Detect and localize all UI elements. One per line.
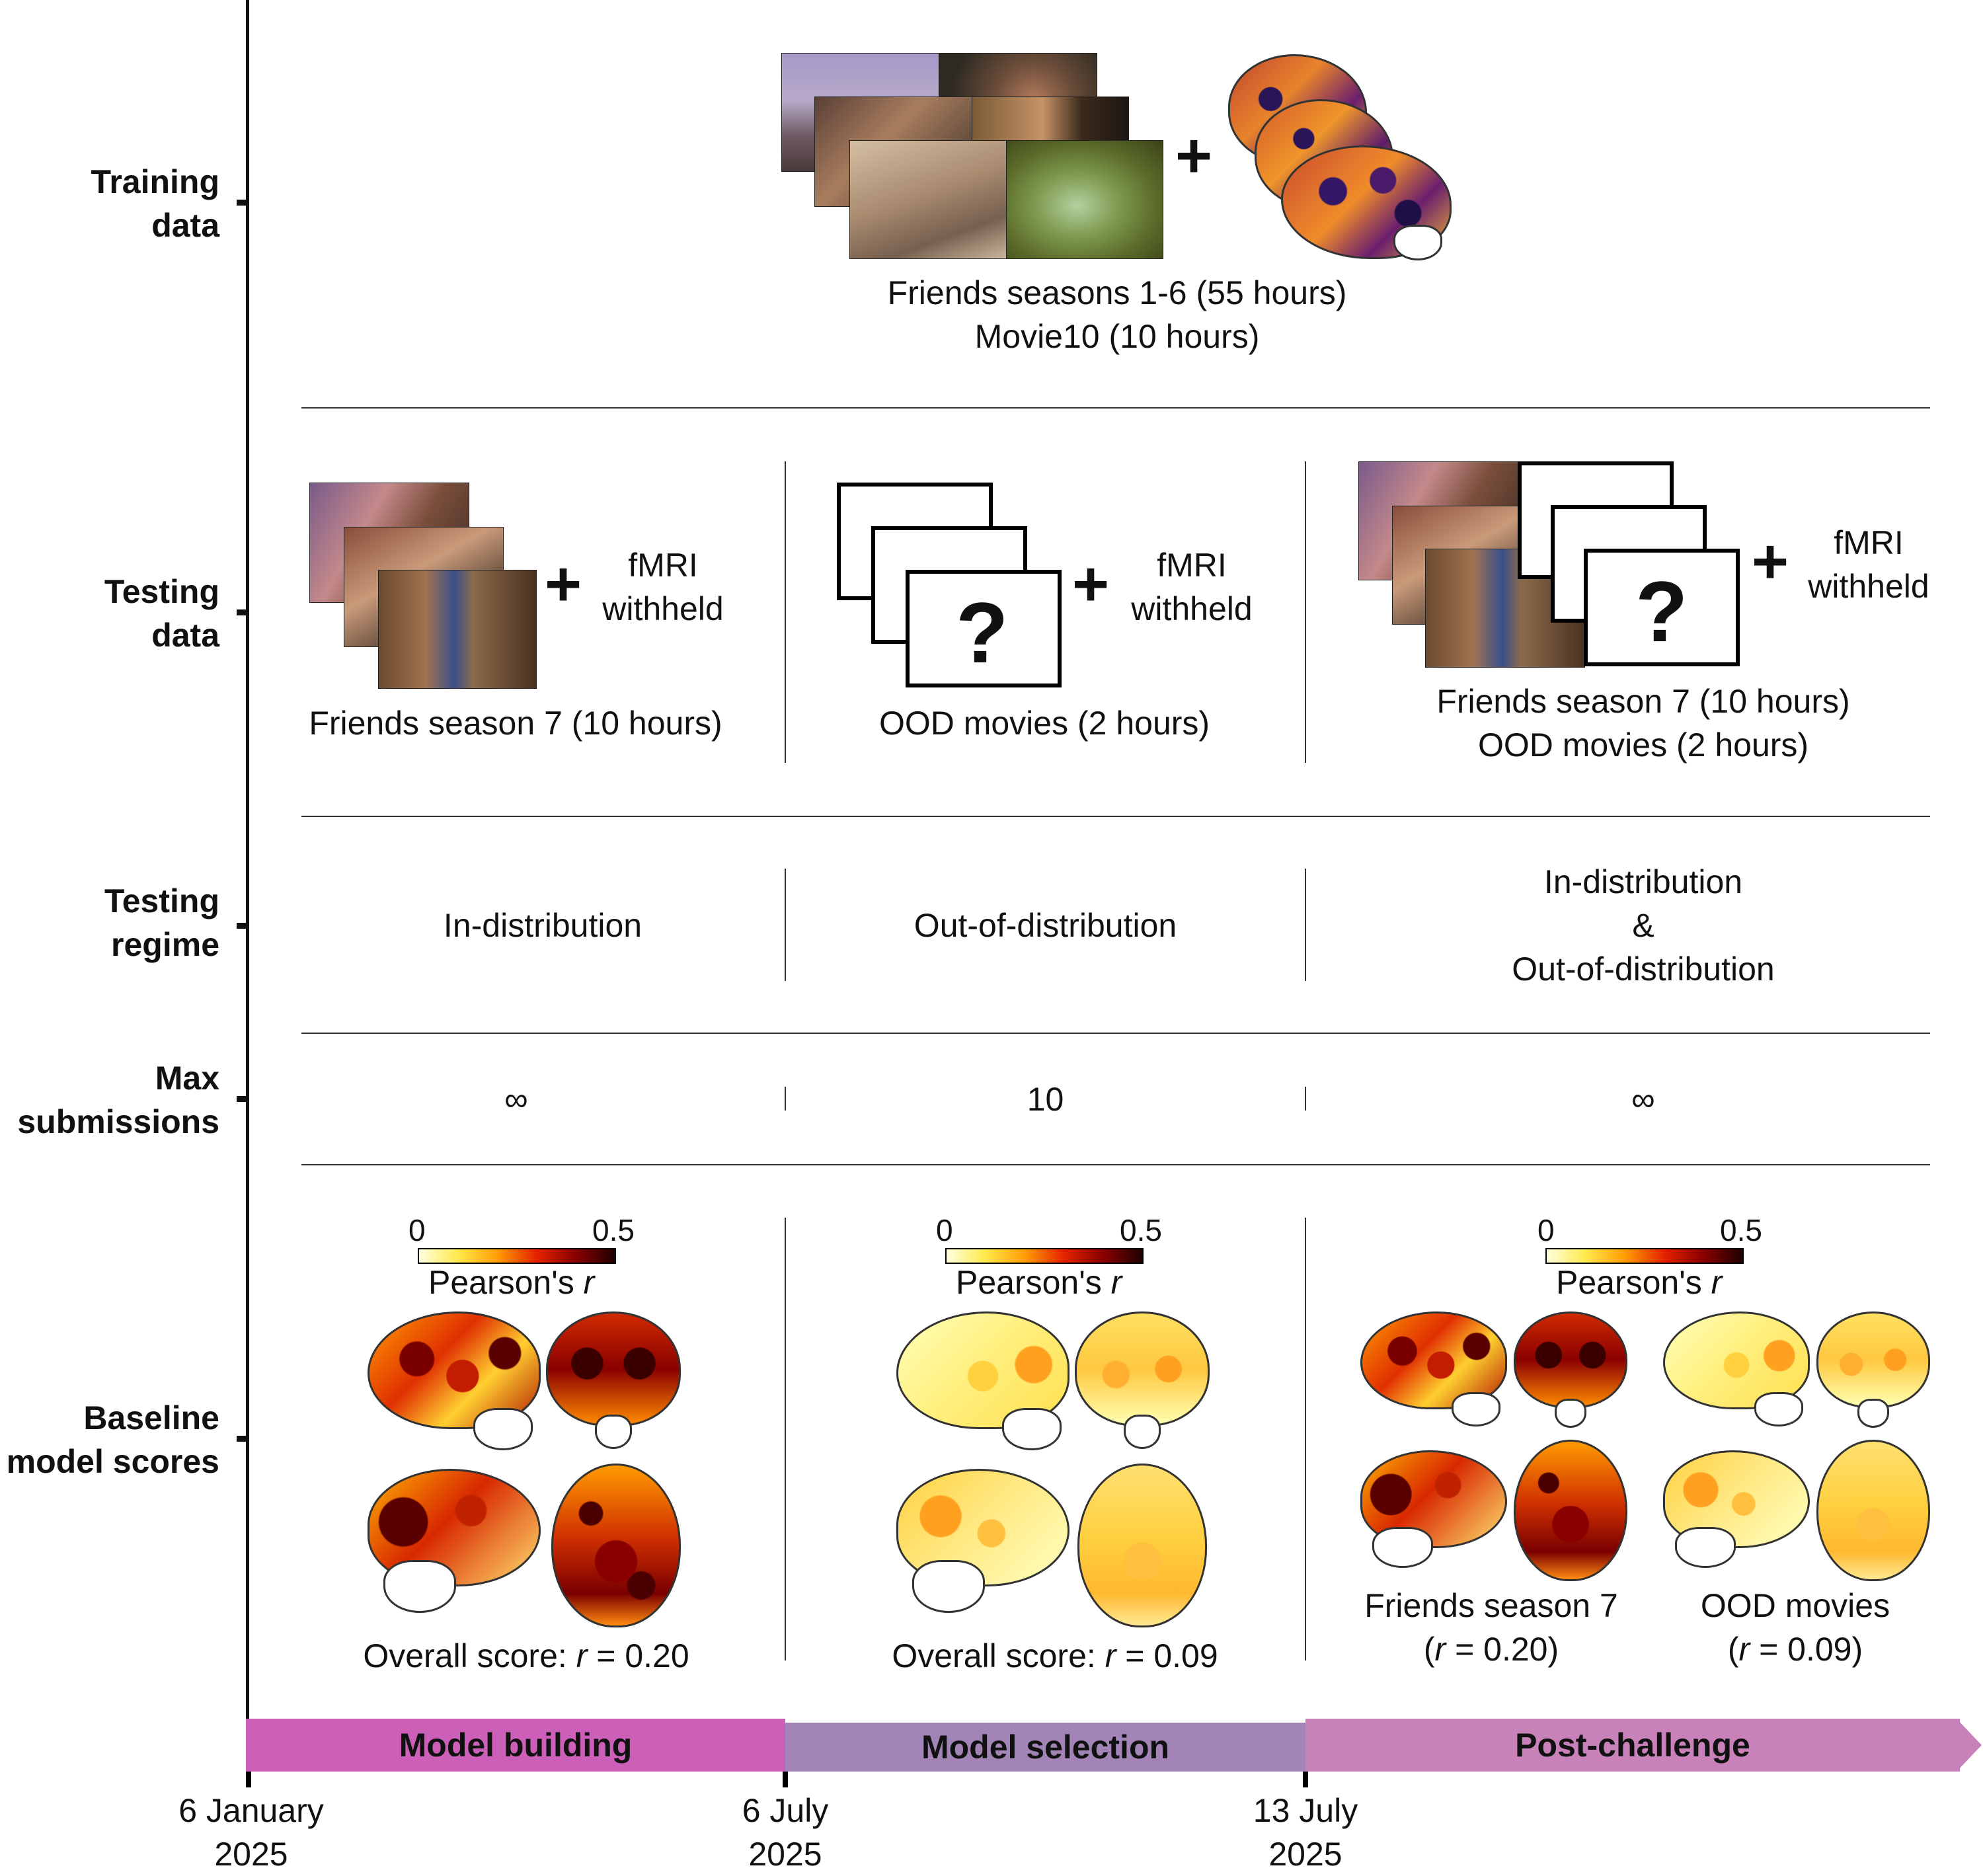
row-separator [301, 1164, 1930, 1165]
max-submissions-ten: 10 [1027, 1081, 1064, 1118]
video-frame-apartment [849, 140, 1009, 259]
overall-score-in-distribution: Overall score: r = 0.20 [363, 1637, 689, 1674]
date-tick [246, 1772, 251, 1787]
column-separator [785, 869, 786, 981]
brain-dorsal-view [1816, 1440, 1930, 1581]
colorbar-max: 0.5 [1720, 1213, 1762, 1247]
plus-sign: + [1175, 120, 1213, 191]
date-tick [783, 1772, 788, 1787]
column-separator [1305, 1218, 1306, 1661]
phase-post-challenge: Post-challenge [1305, 1719, 1960, 1772]
axis-tick [237, 923, 246, 929]
colorbar-label: Pearson's r [956, 1264, 1122, 1301]
date-label-post-challenge: 13 July 2025 [1253, 1792, 1358, 1873]
brainstem-outline [473, 1408, 533, 1450]
phase-model-selection: Model selection [785, 1723, 1305, 1772]
column-separator [1305, 869, 1306, 981]
row-label-baseline-scores: Baseline model scores [6, 1399, 219, 1480]
timeline-arrow-head [1957, 1719, 1982, 1772]
brainstem-outline [1002, 1408, 1062, 1450]
colorbar-min: 0 [1537, 1213, 1555, 1247]
brainstem-outline [1857, 1399, 1889, 1428]
colorbar-label: Pearson's r [1556, 1264, 1723, 1301]
regime-both: In-distribution & Out-of-distribution [1512, 863, 1775, 988]
plus-sign: + [1072, 549, 1110, 619]
column-separator [1305, 461, 1306, 763]
row-label-max-submissions: Max submissions [17, 1060, 219, 1140]
date-tick [1303, 1772, 1308, 1787]
column-separator [1305, 1087, 1306, 1111]
overall-score-out-of-distribution: Overall score: r = 0.09 [892, 1637, 1218, 1674]
brainstem-outline [1675, 1527, 1736, 1568]
brain-dorsal-view [551, 1464, 681, 1627]
brain-lateral-view [1663, 1311, 1810, 1409]
max-submissions-unlimited: ∞ [504, 1081, 528, 1118]
axis-tick [237, 1436, 246, 1442]
plus-sign: + [1752, 526, 1789, 597]
max-submissions-unlimited: ∞ [1631, 1081, 1655, 1118]
brain-posterior-view [1816, 1311, 1930, 1408]
brainstem-outline [1393, 225, 1442, 260]
row-label-training-data: Training data [91, 163, 219, 244]
row-label-testing-data: Testing data [104, 573, 219, 654]
row-separator [301, 407, 1930, 409]
row-separator [301, 1033, 1930, 1034]
colorbar-max: 0.5 [1120, 1213, 1162, 1247]
fmri-withheld-label: fMRI withheld [602, 547, 724, 627]
phase-model-building: Model building [246, 1719, 785, 1772]
axis-tick [237, 609, 246, 615]
question-mark: ? [956, 584, 1009, 681]
colorbar-max: 0.5 [592, 1213, 635, 1247]
plus-sign: + [545, 549, 582, 619]
brain-posterior-view [1514, 1311, 1627, 1408]
brain-posterior-view [1075, 1311, 1210, 1427]
colorbar-min: 0 [408, 1213, 426, 1247]
brainstem-outline [595, 1415, 632, 1449]
colorbar [1545, 1248, 1744, 1264]
testing-caption-combined: Friends season 7 (10 hours) OOD movies (… [1436, 683, 1850, 763]
column-separator [785, 1087, 786, 1111]
video-frame-insect [1006, 140, 1163, 259]
colorbar [945, 1248, 1144, 1264]
regime-out-of-distribution: Out-of-distribution [914, 907, 1177, 944]
column-separator [785, 1218, 786, 1661]
training-caption: Friends seasons 1-6 (55 hours) Movie10 (… [887, 274, 1347, 355]
question-mark: ? [1635, 563, 1688, 660]
row-label-testing-regime: Testing regime [104, 882, 219, 963]
fmri-withheld-label: fMRI withheld [1808, 524, 1929, 605]
unknown-movie-card [906, 570, 1062, 687]
regime-in-distribution: In-distribution [443, 907, 642, 944]
brainstem-outline [1754, 1392, 1803, 1427]
brain-lateral-view [1360, 1311, 1507, 1409]
brainstem-outline [383, 1560, 456, 1613]
brainstem-outline [1372, 1527, 1433, 1568]
score-ood-movies: OOD movies (r = 0.09) [1700, 1587, 1890, 1668]
column-separator [785, 461, 786, 763]
score-friends-season-7: Friends season 7 (r = 0.20) [1364, 1587, 1618, 1668]
colorbar-min: 0 [936, 1213, 953, 1247]
axis-tick [237, 1096, 246, 1102]
video-frame-friends [378, 570, 537, 689]
fmri-withheld-label: fMRI withheld [1131, 547, 1253, 627]
brainstem-outline [1124, 1415, 1161, 1449]
unknown-movie-card [1584, 549, 1740, 666]
colorbar-label: Pearson's r [428, 1264, 595, 1301]
date-label-start: 6 January 2025 [178, 1792, 324, 1873]
brainstem-outline [1452, 1392, 1500, 1427]
brainstem-outline [1555, 1399, 1586, 1428]
brain-posterior-view [546, 1311, 681, 1427]
testing-caption-friends: Friends season 7 (10 hours) [309, 705, 722, 742]
brainstem-outline [912, 1560, 985, 1613]
colorbar [418, 1248, 616, 1264]
vertical-axis [246, 0, 249, 1724]
testing-caption-ood: OOD movies (2 hours) [878, 705, 1210, 742]
axis-tick [237, 200, 246, 206]
brain-dorsal-view [1077, 1464, 1207, 1627]
brain-dorsal-view [1514, 1440, 1627, 1581]
date-label-model-selection: 6 July 2025 [742, 1792, 829, 1873]
row-separator [301, 816, 1930, 817]
